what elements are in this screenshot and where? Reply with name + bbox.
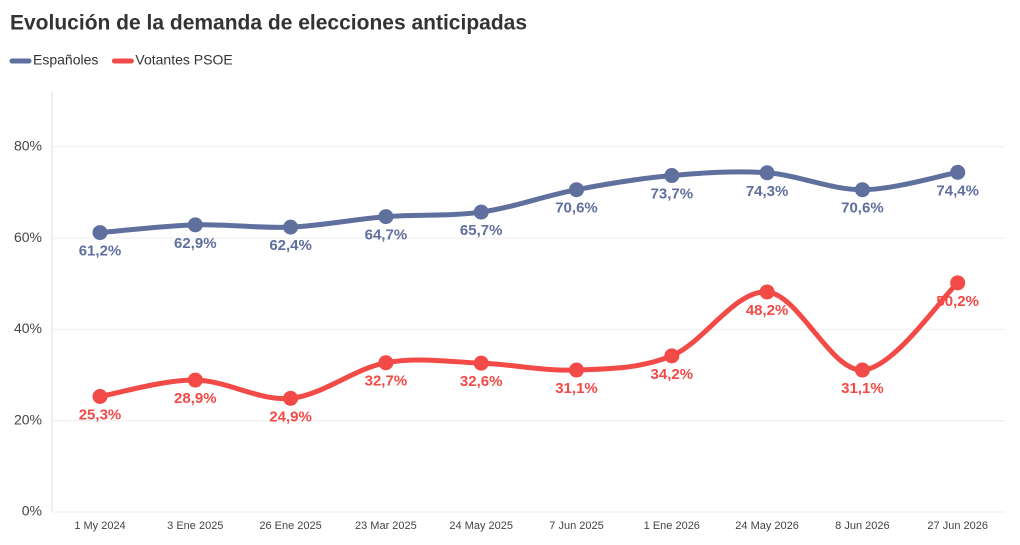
data-label: 24,9% (269, 408, 312, 425)
y-tick-label: 80% (14, 137, 42, 153)
data-label: 70,6% (841, 200, 884, 217)
data-point (664, 168, 680, 184)
y-tick-label: 60% (14, 229, 42, 245)
data-point (950, 275, 966, 291)
y-tick-label: 0% (22, 503, 42, 519)
x-tick-label: 7 Jun 2025 (549, 520, 603, 532)
x-tick-label: 24 May 2026 (735, 520, 799, 532)
data-point (473, 355, 489, 371)
series-line (97, 169, 961, 236)
data-point (569, 362, 584, 378)
data-point (92, 389, 108, 404)
series-line (97, 280, 961, 402)
data-point (950, 164, 966, 180)
data-point (378, 355, 394, 371)
data-label: 64,7% (365, 227, 408, 244)
data-point (664, 348, 680, 364)
data-label: 28,9% (174, 390, 217, 407)
data-point (283, 390, 299, 406)
data-label: 73,7% (651, 186, 694, 203)
x-tick-label: 27 Jun 2026 (927, 520, 988, 532)
data-label: 31,1% (841, 380, 884, 397)
data-point (283, 219, 299, 235)
data-label: 32,7% (365, 373, 408, 390)
data-label: 70,6% (555, 200, 598, 217)
data-label: 50,2% (936, 293, 979, 310)
data-label: 74,3% (746, 183, 789, 200)
legend-label: Españoles (33, 52, 98, 68)
x-tick-label: 1 My 2024 (74, 520, 125, 532)
data-point (473, 204, 489, 220)
chart-title: Evolución de la demanda de elecciones an… (10, 12, 527, 35)
x-tick-label: 26 Ene 2025 (259, 520, 321, 532)
data-point (187, 217, 203, 233)
data-label: 61,2% (79, 243, 122, 260)
x-tick-label: 24 May 2025 (449, 520, 513, 532)
data-label: 34,2% (651, 366, 694, 383)
data-label: 31,1% (555, 380, 598, 397)
data-label: 48,2% (746, 302, 789, 319)
x-tick-label: 23 Mar 2025 (355, 520, 417, 532)
legend-label: Votantes PSOE (135, 52, 232, 68)
data-point (92, 225, 108, 241)
data-label: 62,4% (269, 237, 312, 254)
data-label: 74,4% (936, 182, 979, 199)
x-tick-label: 1 Ene 2026 (644, 520, 700, 532)
x-tick-label: 8 Jun 2026 (835, 520, 889, 532)
data-point (759, 165, 775, 181)
data-label: 25,3% (79, 406, 122, 423)
data-label: 65,7% (460, 222, 503, 239)
data-point (854, 182, 870, 198)
data-point (854, 362, 870, 378)
y-tick-label: 40% (14, 320, 42, 336)
data-point (378, 209, 394, 225)
x-tick-label: 3 Ene 2025 (167, 520, 223, 532)
data-label: 62,9% (174, 235, 217, 252)
data-label: 32,6% (460, 373, 503, 390)
data-point (569, 182, 584, 198)
data-point (187, 372, 203, 388)
data-point (759, 284, 775, 300)
y-tick-label: 20% (14, 411, 42, 427)
